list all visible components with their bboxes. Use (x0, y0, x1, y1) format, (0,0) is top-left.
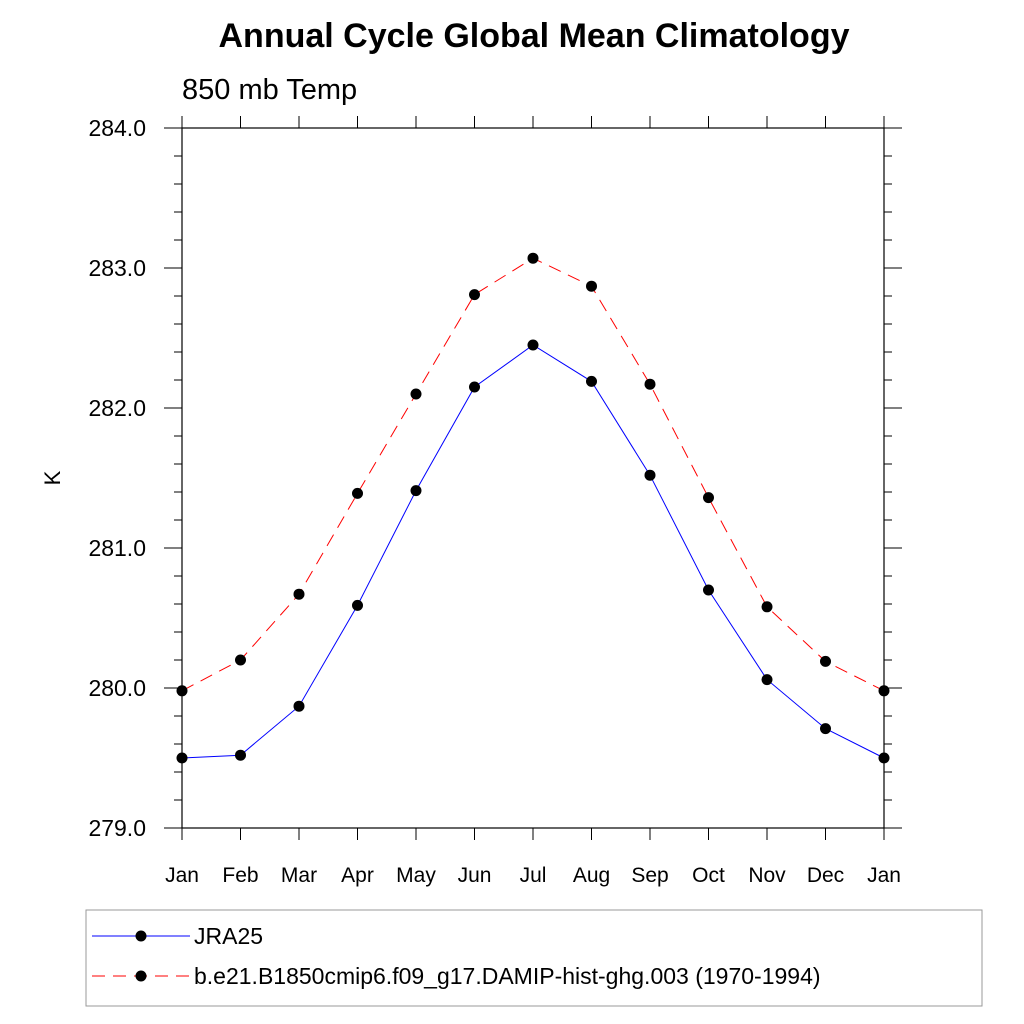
plot-frame (181, 127, 885, 829)
series-1-point (410, 485, 422, 497)
series-1-point (352, 599, 363, 611)
series-2-point (644, 378, 656, 390)
legend-label-series-1: JRA25 (194, 923, 263, 949)
legend-marker-series-1 (135, 930, 147, 942)
series-2-point (176, 685, 188, 697)
series-2-point (352, 487, 363, 499)
series-2-point (703, 492, 714, 504)
series-2-point (878, 685, 890, 697)
x-tick-label: Dec (807, 864, 844, 887)
y-tick-label: 284.0 (88, 115, 146, 141)
y-tick-label: 282.0 (88, 395, 146, 421)
series-2-point (410, 388, 422, 400)
chart-title: Annual Cycle Global Mean Climatology (219, 17, 850, 55)
x-tick-label: Feb (222, 864, 258, 887)
series-2-point (527, 252, 539, 264)
axis-ticks (164, 116, 902, 840)
series-1-point (469, 381, 480, 393)
series-1-point (878, 752, 890, 764)
legend: JRA25 b.e21.B1850cmip6.f09_g17.DAMIP-his… (85, 909, 983, 1007)
series-1-point (703, 584, 714, 596)
x-tick-label: Apr (341, 864, 374, 887)
legend-box (85, 909, 983, 1007)
y-tick-label: 279.0 (88, 815, 146, 841)
x-tick-label: Jun (458, 864, 492, 887)
x-tick-label: Jan (165, 864, 199, 887)
y-tick-labels: 279.0 280.0 281.0 282.0 283.0 284.0 (88, 115, 146, 841)
series-2-point (586, 280, 597, 292)
series-2-point (235, 654, 246, 666)
series-2-point (293, 588, 305, 600)
y-axis-label: K (40, 470, 65, 485)
x-tick-label: Mar (281, 864, 317, 887)
x-tick-label: Oct (692, 864, 725, 887)
series-1-point (761, 674, 773, 686)
y-tick-label: 281.0 (88, 535, 146, 561)
y-tick-label: 280.0 (88, 675, 146, 701)
legend-label-series-2: b.e21.B1850cmip6.f09_g17.DAMIP-hist-ghg.… (194, 963, 821, 989)
series-1-point (644, 469, 656, 481)
series-1-point (586, 375, 597, 387)
x-tick-label: Jan (867, 864, 901, 887)
legend-marker-series-2 (135, 970, 147, 982)
y-tick-label: 283.0 (88, 255, 146, 281)
series-1-point (293, 700, 305, 712)
series-line-1 (181, 344, 885, 759)
chart-subtitle: 850 mb Temp (182, 74, 357, 106)
series-2-point (761, 601, 773, 613)
series-1-point (235, 749, 246, 761)
series-1-point (820, 723, 831, 735)
series-1-point (176, 752, 188, 764)
x-tick-label: Nov (748, 864, 786, 887)
x-tick-labels: Jan Feb Mar Apr May Jun Jul Aug Sep Oct Nov Dec Jan (165, 864, 901, 887)
series-2-point (820, 655, 831, 667)
x-tick-label: Jul (520, 864, 547, 887)
x-tick-label: Sep (631, 864, 668, 887)
series-1-point (527, 339, 539, 351)
series-2-point (469, 289, 480, 301)
series-line-2 (181, 257, 885, 692)
x-tick-label: Aug (573, 864, 610, 887)
x-tick-label: May (396, 864, 436, 887)
series-layer (176, 252, 890, 764)
